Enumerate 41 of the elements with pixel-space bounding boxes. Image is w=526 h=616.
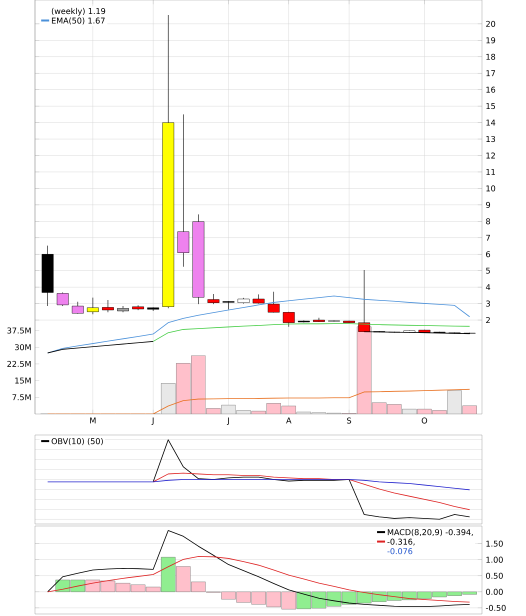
x-tick-label: M: [90, 418, 96, 424]
x-tick-label: A: [286, 418, 292, 424]
legend-label: -0.316,: [387, 538, 415, 546]
y-tick-label: 11: [486, 169, 495, 175]
y-tick-label: 14: [486, 120, 496, 126]
x-tick-label: S: [347, 418, 352, 424]
y-tick-label: 20: [486, 20, 496, 27]
y2-tick-label: 30M: [14, 344, 31, 350]
y-tick-label: 0.00: [486, 588, 503, 595]
y-tick-label: 7: [486, 234, 490, 241]
y-tick-label: 12: [486, 152, 495, 158]
y-tick-label: 2: [486, 317, 490, 324]
y-tick-label: 9: [486, 202, 490, 208]
y-tick-label: 6: [486, 251, 490, 258]
y-tick-label: 1.50: [486, 540, 503, 547]
y-tick-label: 10: [486, 185, 496, 192]
y2-tick-label: 7.5M: [12, 394, 31, 400]
y-tick-label: 5: [486, 268, 490, 274]
y-tick-label: -0.50: [486, 604, 506, 611]
annotation: -0.076: [387, 548, 412, 554]
y-tick-label: 8: [486, 218, 490, 224]
y-tick-label: 19: [486, 37, 496, 44]
y-tick-label: 1.00: [486, 556, 503, 563]
legend-label: OBV(10) (50): [52, 438, 103, 446]
y-tick-label: 18: [486, 54, 496, 60]
y2-tick-label: 37.5M: [7, 327, 31, 334]
y-tick-label: 4: [486, 284, 490, 290]
y2-tick-label: 15M: [15, 378, 31, 384]
y-tick-label: 16: [486, 86, 496, 93]
y-tick-label: 3: [486, 300, 490, 307]
y-tick-label: 0.50: [486, 572, 503, 579]
x-tick-label: J: [226, 418, 229, 425]
x-tick-label: O: [422, 418, 428, 424]
x-tick-label: J: [152, 418, 154, 425]
text: (weekly) 1.19: [52, 8, 106, 16]
y-tick-label: 17: [486, 70, 496, 76]
y-tick-label: 15: [486, 103, 496, 110]
legend-label: EMA(50) 1.67: [52, 17, 105, 25]
legend-label: MACD(8,20,9) -0.394,: [388, 529, 473, 536]
y-tick-label: 13: [486, 136, 496, 142]
y2-tick-label: 22.5M: [7, 360, 31, 367]
